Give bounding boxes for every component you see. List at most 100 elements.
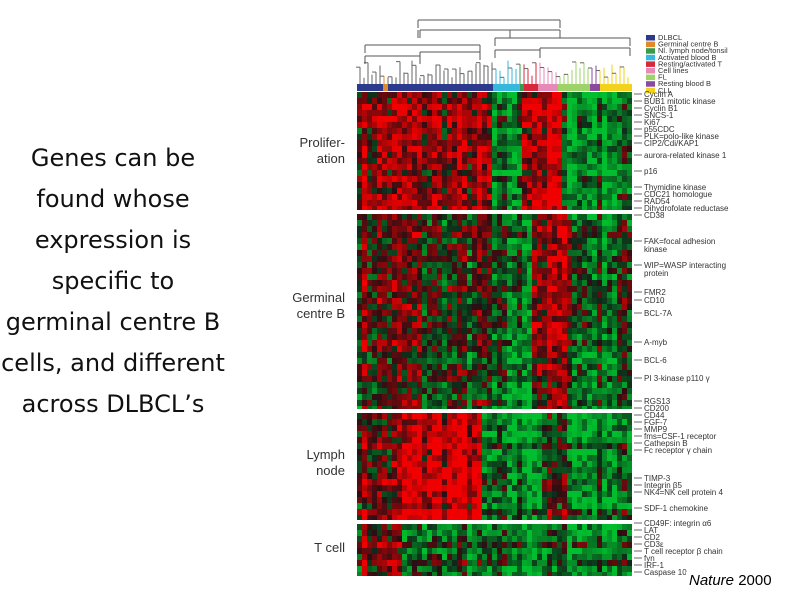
- heatmap-cell: [607, 497, 612, 503]
- heatmap-cell: [577, 425, 582, 431]
- heatmap-cell: [532, 316, 537, 322]
- heatmap-cell: [567, 256, 572, 262]
- heatmap-cell: [407, 292, 412, 298]
- heatmap-cell: [407, 340, 412, 346]
- heatmap-cell: [487, 316, 492, 322]
- heatmap-cell: [512, 232, 517, 238]
- heatmap-cell: [462, 268, 467, 274]
- heatmap-cell: [477, 431, 482, 437]
- heatmap-cell: [402, 122, 407, 128]
- heatmap-cell: [567, 503, 572, 509]
- heatmap-cell: [387, 388, 392, 394]
- heatmap-cell: [357, 530, 362, 536]
- heatmap-cell: [622, 358, 627, 364]
- heatmap-cell: [502, 352, 507, 358]
- heatmap-cell: [452, 316, 457, 322]
- heatmap-cell: [387, 298, 392, 304]
- heatmap-cell: [412, 298, 417, 304]
- heatmap-cell: [397, 382, 402, 388]
- heatmap-cell: [532, 554, 537, 560]
- heatmap-cell: [622, 467, 627, 473]
- heatmap-cell: [427, 503, 432, 509]
- heatmap-cell: [592, 352, 597, 358]
- heatmap-cell: [412, 122, 417, 128]
- heatmap-cell: [452, 310, 457, 316]
- heatmap-cell: [617, 226, 622, 232]
- heatmap-cell: [612, 419, 617, 425]
- heatmap-cell: [477, 419, 482, 425]
- heatmap-cell: [607, 92, 612, 98]
- heatmap-cell: [547, 262, 552, 268]
- gene-label: Dihydrofolate reductase: [644, 204, 729, 213]
- heatmap-cell: [572, 134, 577, 140]
- heatmap-cell: [532, 473, 537, 479]
- heatmap-cell: [552, 206, 557, 210]
- heatmap-cell: [422, 134, 427, 140]
- heatmap-cell: [382, 548, 387, 554]
- heatmap-cell: [472, 220, 477, 226]
- heatmap-cell: [507, 286, 512, 292]
- heatmap-cell: [397, 413, 402, 419]
- heatmap-cell: [387, 382, 392, 388]
- heatmap-cell: [472, 188, 477, 194]
- heatmap-cell: [432, 503, 437, 509]
- heatmap-cell: [527, 262, 532, 268]
- heatmap-cell: [482, 509, 487, 515]
- heatmap-cell: [442, 479, 447, 485]
- heatmap-cell: [622, 536, 627, 542]
- heatmap-cell: [517, 98, 522, 104]
- heatmap-cell: [382, 388, 387, 394]
- heatmap-cell: [377, 497, 382, 503]
- heatmap-cell: [582, 232, 587, 238]
- heatmap-cell: [522, 316, 527, 322]
- heatmap-cell: [627, 328, 632, 334]
- heatmap-cell: [472, 536, 477, 542]
- heatmap-cell: [627, 479, 632, 485]
- heatmap-cell: [407, 170, 412, 176]
- heatmap-cell: [462, 158, 467, 164]
- heatmap-cell: [392, 316, 397, 322]
- heatmap-cell: [577, 479, 582, 485]
- heatmap-cell: [477, 503, 482, 509]
- heatmap-cell: [467, 310, 472, 316]
- heatmap-cell: [392, 158, 397, 164]
- heatmap-cell: [497, 394, 502, 400]
- heatmap-cell: [567, 515, 572, 520]
- heatmap-cell: [397, 548, 402, 554]
- heatmap-cell: [362, 220, 367, 226]
- heatmap-cell: [527, 238, 532, 244]
- heatmap-cell: [537, 554, 542, 560]
- heatmap-cell: [492, 116, 497, 122]
- heatmap-cell: [527, 542, 532, 548]
- heatmap-cell: [477, 328, 482, 334]
- heatmap-cell: [582, 388, 587, 394]
- heatmap-cell: [607, 554, 612, 560]
- heatmap-cell: [377, 110, 382, 116]
- heatmap-cell: [612, 262, 617, 268]
- heatmap-cell: [542, 194, 547, 200]
- heatmap-cell: [602, 388, 607, 394]
- heatmap-cell: [462, 461, 467, 467]
- heatmap-cell: [567, 220, 572, 226]
- heatmap-cell: [422, 322, 427, 328]
- heatmap-cell: [497, 467, 502, 473]
- heatmap-cell: [447, 104, 452, 110]
- heatmap-cell: [557, 394, 562, 400]
- heatmap-cell: [412, 116, 417, 122]
- heatmap-cell: [477, 274, 482, 280]
- heatmap-cell: [552, 443, 557, 449]
- heatmap-cell: [607, 524, 612, 530]
- heatmap-cell: [527, 268, 532, 274]
- heatmap-cell: [397, 286, 402, 292]
- heatmap-cell: [497, 152, 502, 158]
- heatmap-cell: [547, 98, 552, 104]
- heatmap-cell: [522, 128, 527, 134]
- heatmap-cell: [527, 292, 532, 298]
- heatmap-cell: [442, 548, 447, 554]
- heatmap-cell: [372, 413, 377, 419]
- heatmap-cell: [387, 268, 392, 274]
- heatmap-cell: [497, 128, 502, 134]
- heatmap-cell: [442, 316, 447, 322]
- heatmap-cell: [567, 244, 572, 250]
- heatmap-cell: [437, 455, 442, 461]
